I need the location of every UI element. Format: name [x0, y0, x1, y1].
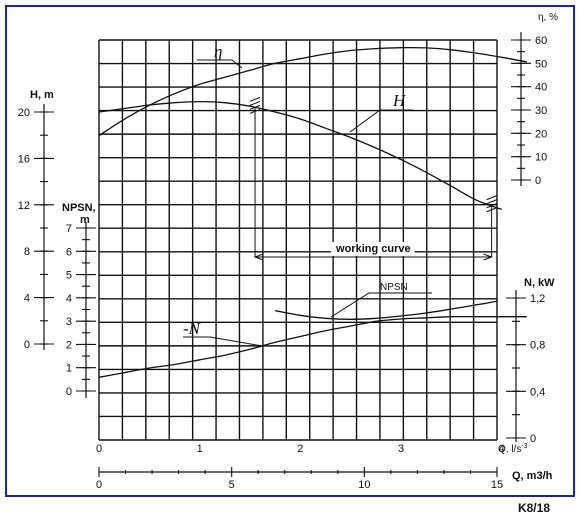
series-NPSN-line: [275, 300, 497, 320]
NPSN-tick-label: 0: [66, 386, 72, 398]
N-tick-label: 0,4: [530, 386, 545, 398]
x-tick-label: 0: [96, 443, 102, 455]
NPSN-tick-label: 6: [66, 246, 72, 258]
series-N-label: -N: [183, 319, 202, 338]
eta-tick-label: 20: [535, 128, 547, 140]
x-tick-label: 3: [398, 443, 404, 455]
x-axis-title: Q, l/s-3: [498, 443, 528, 455]
working-curve-label: working curve: [335, 243, 411, 255]
chart-border: [5, 5, 575, 497]
series-H-label: H: [392, 91, 407, 110]
eta-tick-label: 40: [535, 82, 547, 94]
N-axis-title: N, kW: [524, 277, 555, 289]
x2-tick-label: 10: [358, 479, 370, 491]
working-curve-arrow-right: [483, 253, 494, 261]
x-tick-label: 4: [499, 443, 505, 455]
series-eta-line: [98, 46, 527, 137]
series-eta-label: η: [214, 42, 222, 61]
x-axis-title-exponent: -3: [521, 443, 527, 450]
NPSN-tick-label: 1: [66, 363, 72, 375]
NPSN-axis-unit: m: [80, 214, 90, 226]
working-curve-label-bg: [331, 242, 415, 256]
working-limit-hatch: [486, 195, 497, 201]
working-limit-hatch: [486, 199, 497, 205]
series-N-line: [98, 315, 527, 378]
N-tick-label: 0: [530, 433, 536, 445]
series-H-line: [98, 100, 502, 211]
NPSN-tick-label: 7: [66, 223, 72, 235]
H-tick-label: 20: [18, 107, 30, 119]
NPSN-tick-label: 5: [66, 270, 72, 282]
H-tick-label: 12: [18, 200, 30, 212]
series: [98, 46, 527, 378]
series-NPSN-leader: [330, 292, 432, 318]
x2-tick-label: 15: [491, 479, 503, 491]
N-tick-label: 1,2: [530, 293, 545, 305]
H-tick-label: 4: [24, 293, 30, 305]
x2-tick-label: 5: [229, 479, 235, 491]
series-H-leader: [349, 109, 413, 133]
working-limit-hatch: [249, 100, 261, 106]
x-tick-label: 2: [297, 443, 303, 455]
x2-axis-title: Q, m3/h: [512, 470, 553, 482]
model-label: K8/18: [518, 501, 550, 515]
working-curve-arrow-left: [253, 253, 264, 261]
x2-tick-label: 0: [96, 479, 102, 491]
H-tick-label: 0: [24, 339, 30, 351]
grid: [98, 39, 498, 441]
H-axis-title: H, m: [30, 89, 54, 101]
x-tick-label: 1: [197, 443, 203, 455]
N-tick-label: 0,8: [530, 340, 545, 352]
NPSN-tick-label: 3: [66, 316, 72, 328]
eta-tick-label: 10: [535, 152, 547, 164]
H-tick-label: 8: [24, 246, 30, 258]
eta-tick-label: 30: [535, 105, 547, 117]
eta-tick-label: 0: [535, 175, 541, 187]
NPSN-tick-label: 4: [66, 293, 72, 305]
eta-tick-label: 50: [535, 58, 547, 70]
eta-tick-label: 60: [535, 35, 547, 47]
NPSN-tick-label: 2: [66, 339, 72, 351]
series-eta-leader: [197, 59, 243, 69]
eta-axis-title: η, %: [538, 12, 558, 23]
series-N-leader: [183, 336, 263, 347]
H-tick-label: 16: [18, 153, 30, 165]
NPSN-axis-title: NPSN,: [62, 202, 96, 214]
series-NPSN-label: NPSN: [380, 282, 408, 293]
working-limit-hatch: [249, 96, 261, 102]
